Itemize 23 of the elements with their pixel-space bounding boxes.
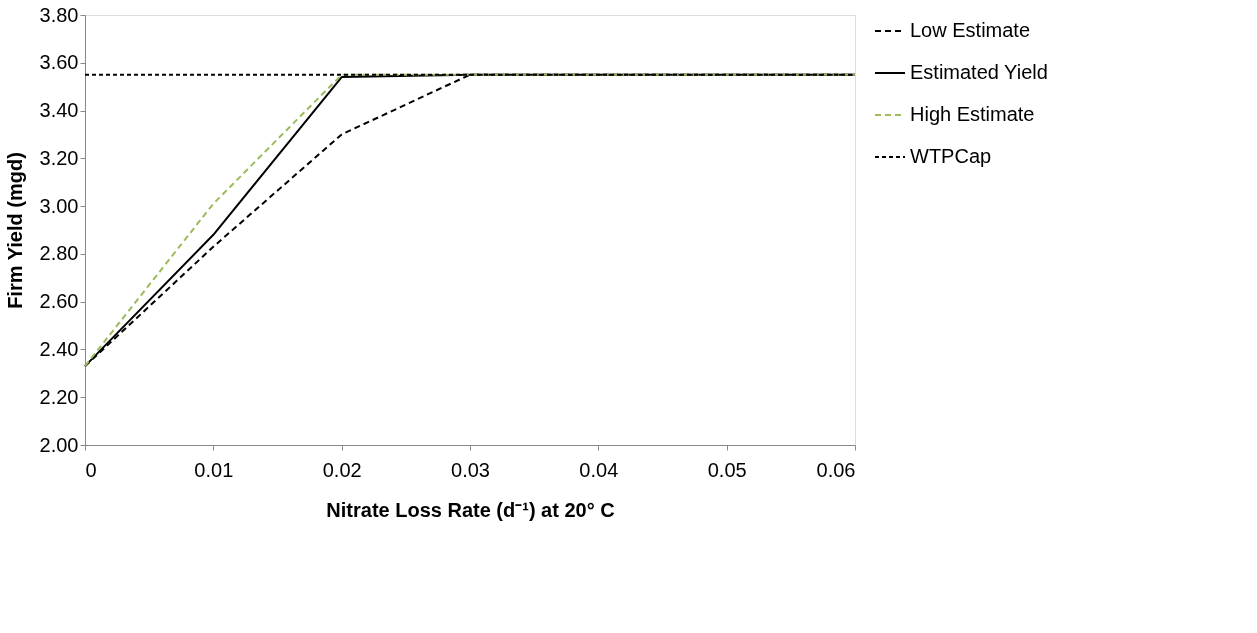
- x-tick-label: 0.06: [816, 458, 856, 481]
- y-tick-label: 2.00: [39, 433, 79, 456]
- legend-label: High Estimate: [910, 103, 1035, 125]
- y-tick-label: 3.80: [39, 3, 79, 26]
- y-axis-title: Firm Yield (mgd): [3, 152, 26, 309]
- y-tick-label: 2.20: [39, 385, 79, 408]
- x-axis-title: Nitrate Loss Rate (d⁻¹) at 20° C: [326, 498, 615, 521]
- x-tick-label: 0.02: [322, 458, 362, 481]
- x-tick-label: 0.05: [707, 458, 747, 481]
- y-tick-label: 3.60: [39, 51, 79, 74]
- x-tick-label: 0.04: [579, 458, 619, 481]
- x-tick-label: 0: [85, 458, 97, 481]
- legend-label: Estimated Yield: [910, 61, 1048, 83]
- y-tick-label: 3.20: [39, 146, 79, 169]
- x-tick-label: 0.01: [194, 458, 234, 481]
- y-tick-label: 2.80: [39, 242, 79, 265]
- y-tick-label: 3.40: [39, 99, 79, 122]
- legend-label: Low Estimate: [910, 19, 1031, 41]
- y-tick-label: 2.40: [39, 337, 79, 360]
- x-tick-label: 0.03: [451, 458, 490, 481]
- legend-label: WTPCap: [910, 145, 992, 167]
- y-tick-label: 3.00: [39, 194, 79, 217]
- y-tick-label: 2.60: [39, 290, 79, 313]
